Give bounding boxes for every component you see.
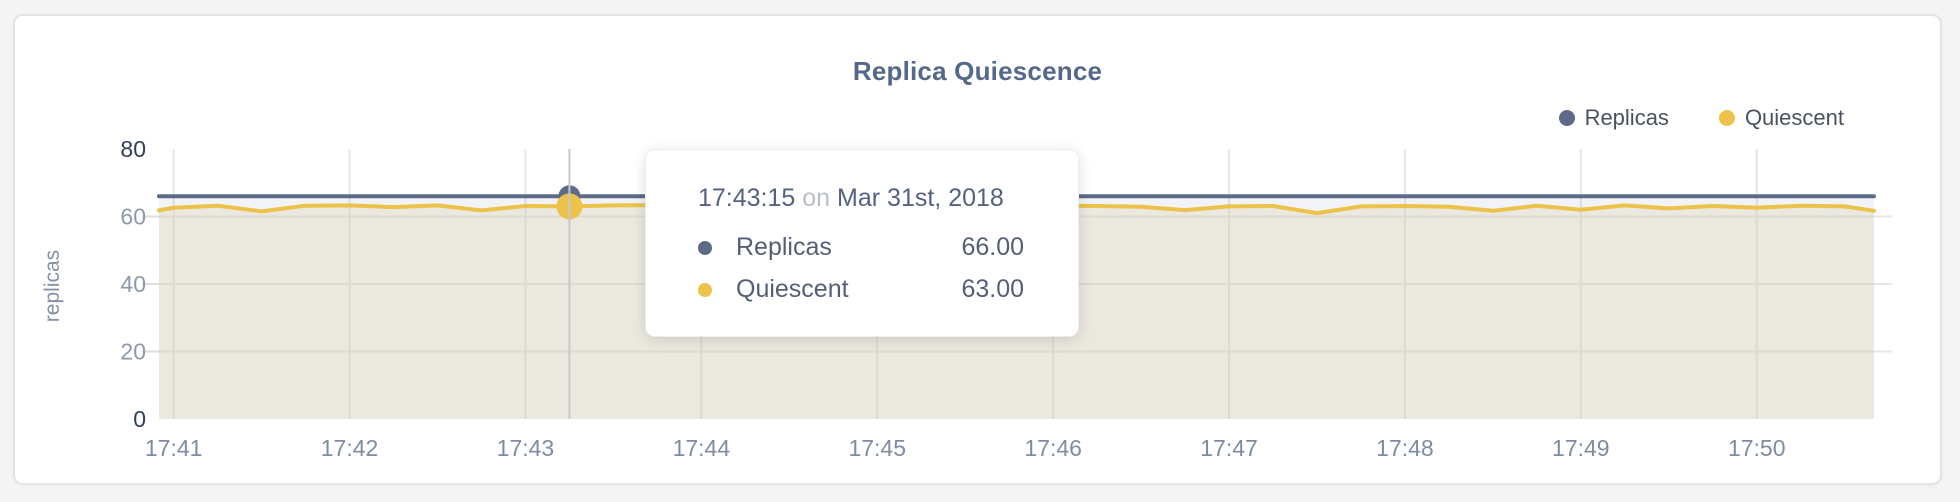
x-axis-tick-label: 17:50: [1728, 435, 1786, 461]
x-axis-tick-label: 17:48: [1376, 435, 1434, 461]
x-axis-tick-label: 17:43: [497, 435, 555, 461]
quiescent-legend-dot-icon: [1718, 110, 1735, 126]
legend-item-quiescent[interactable]: Quiescent: [1718, 105, 1844, 131]
x-axis-tick-label: 17:46: [1024, 435, 1082, 461]
y-axis-title: replicas: [41, 250, 64, 322]
tooltip-series-value: 63.00: [961, 275, 1024, 303]
x-axis-tick-label: 17:42: [321, 435, 379, 461]
legend: Replicas Quiescent: [1558, 105, 1844, 131]
tooltip-connector: on: [802, 184, 831, 212]
y-axis-tick-label: 20: [120, 339, 146, 365]
chart-tooltip: 17:43:15 on Mar 31st, 2018 Replicas 66.0…: [645, 149, 1079, 337]
y-axis-tick-label: 80: [120, 136, 146, 162]
tooltip-timestamp: 17:43:15 on Mar 31st, 2018: [698, 184, 1024, 213]
y-axis-tick-label: 60: [120, 204, 146, 230]
tooltip-date: Mar 31st, 2018: [837, 184, 1004, 212]
tooltip-series-label: Quiescent: [736, 275, 849, 303]
x-axis-tick-label: 17:45: [848, 435, 906, 461]
y-axis-tick-label: 40: [120, 271, 146, 297]
tooltip-row-quiescent: Quiescent 63.00: [698, 275, 1024, 304]
x-axis-tick-label: 17:47: [1200, 435, 1258, 461]
chart-panel: Replica Quiescence Replicas Quiescent 17:…: [13, 14, 1942, 485]
x-axis-tick-label: 17:44: [673, 435, 731, 461]
quiescent-series-dot-icon: [698, 282, 712, 297]
tooltip-row-replicas: Replicas 66.00: [698, 233, 1024, 262]
legend-label: Replicas: [1584, 105, 1669, 130]
tooltip-series-label: Replicas: [736, 233, 832, 261]
replicas-legend-dot-icon: [1558, 110, 1575, 126]
replicas-series-dot-icon: [698, 240, 712, 255]
legend-label: Quiescent: [1744, 105, 1844, 130]
panel-title: Replica Quiescence: [852, 56, 1103, 86]
y-axis-tick-label: 0: [133, 406, 146, 432]
x-axis-tick-label: 17:41: [145, 435, 203, 461]
tooltip-series-value: 66.00: [961, 233, 1024, 261]
legend-item-replicas[interactable]: Replicas: [1558, 105, 1669, 131]
tooltip-time: 17:43:15: [698, 184, 796, 212]
x-axis-tick-label: 17:49: [1552, 435, 1610, 461]
